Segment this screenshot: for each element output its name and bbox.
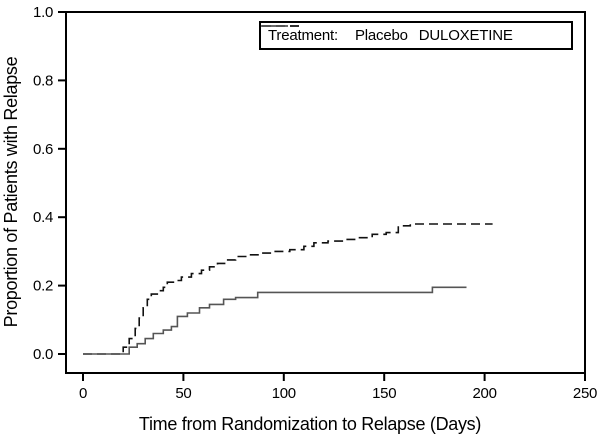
x-tick-label: 50 <box>175 385 191 402</box>
y-tick-label: 0.4 <box>33 209 53 226</box>
placebo-curve <box>83 223 493 355</box>
y-tick-label: 1.0 <box>33 4 53 21</box>
legend-label-placebo: Placebo <box>354 27 408 44</box>
y-axis-title: Proportion of Patients with Relapse <box>1 56 21 327</box>
x-tick-label: 150 <box>372 385 396 402</box>
y-tick-label: 0.6 <box>33 141 53 158</box>
x-tick-label: 100 <box>272 385 296 402</box>
duloxetine-curve <box>83 286 467 355</box>
x-tick-label: 200 <box>473 385 497 402</box>
y-tick-label: 0.0 <box>33 346 53 363</box>
legend: Treatment: Placebo DULOXETINE <box>259 21 573 50</box>
y-tick-label: 0.2 <box>33 278 53 295</box>
legend-label-duloxetine: DULOXETINE <box>418 27 513 44</box>
y-tick-label: 0.8 <box>33 72 53 89</box>
plot-border <box>65 11 586 374</box>
x-tick-label: 0 <box>79 385 87 402</box>
legend-title: Treatment: <box>268 27 338 44</box>
x-tick-label: 250 <box>573 385 597 402</box>
x-axis-title: Time from Randomization to Relapse (Days… <box>139 414 481 434</box>
